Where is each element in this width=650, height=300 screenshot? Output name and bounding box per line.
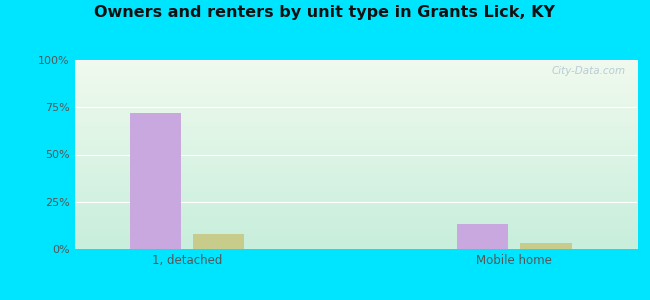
Text: Owners and renters by unit type in Grants Lick, KY: Owners and renters by unit type in Grant…	[94, 4, 556, 20]
Bar	[521, 243, 571, 249]
Bar	[193, 234, 244, 249]
Bar	[130, 113, 181, 249]
Text: City-Data.com: City-Data.com	[552, 66, 626, 76]
Bar	[457, 224, 508, 249]
